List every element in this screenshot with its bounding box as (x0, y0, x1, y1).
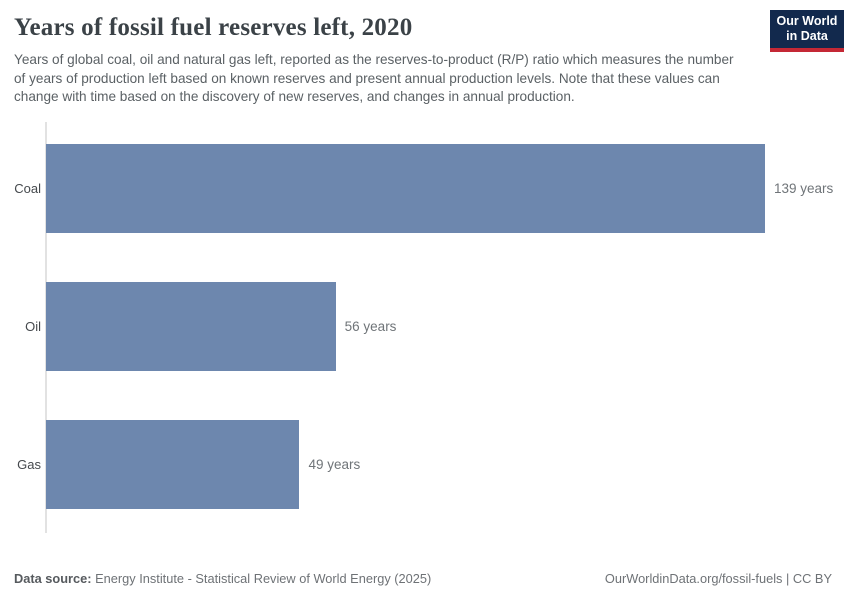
owid-logo-line2: in Data (786, 29, 828, 43)
owid-logo-line1: Our World (776, 14, 838, 28)
chart-title: Years of fossil fuel reserves left, 2020 (14, 14, 413, 41)
value-label: 56 years (344, 318, 397, 334)
bar-row: Oil 56 years (14, 281, 832, 371)
footer-link[interactable]: OurWorldinData.org/fossil-fuels | CC BY (604, 571, 832, 586)
bar-chart: Coal 139 years Oil 56 years Gas 49 years (14, 121, 834, 533)
bar[interactable] (46, 143, 765, 233)
category-label: Coal (14, 180, 41, 196)
bar-rows: Coal 139 years Oil 56 years Gas 49 years (14, 143, 834, 509)
bar[interactable] (46, 281, 336, 371)
category-label: Gas (17, 456, 41, 472)
chart-subtitle: Years of global coal, oil and natural ga… (14, 52, 734, 104)
value-label: 139 years (774, 180, 834, 196)
bar-row: Coal 139 years (14, 143, 834, 233)
data-source: Data source: Energy Institute - Statisti… (14, 571, 431, 586)
data-source-value: Energy Institute - Statistical Review of… (95, 571, 432, 586)
bar-row: Gas 49 years (14, 419, 832, 509)
chart-footer: Data source: Energy Institute - Statisti… (14, 571, 832, 586)
bar[interactable] (46, 419, 300, 509)
chart-header: Years of fossil fuel reserves left, 2020… (14, 10, 844, 107)
value-label: 49 years (308, 456, 361, 472)
owid-logo[interactable]: Our World in Data (770, 10, 844, 52)
data-source-label: Data source: (14, 571, 92, 586)
category-label: Oil (25, 318, 41, 334)
